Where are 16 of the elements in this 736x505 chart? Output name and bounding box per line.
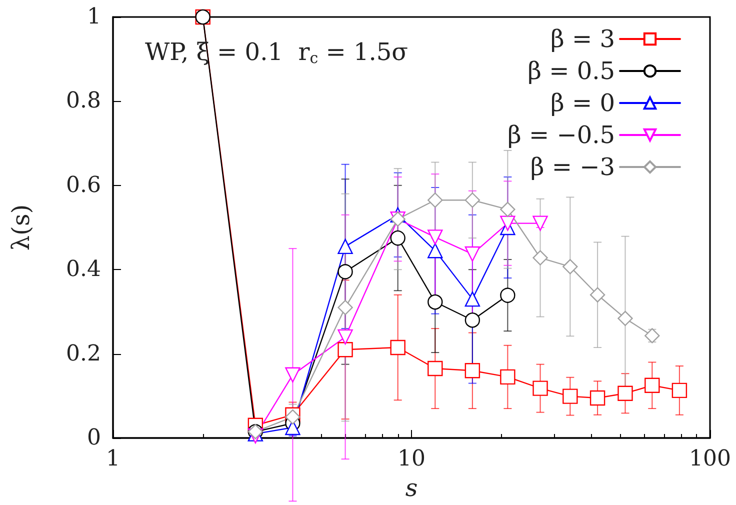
y-tick-label: 0.2 [66,341,101,366]
x-tick-label: 100 [689,446,731,472]
legend-label: β = 0.5 [528,57,615,85]
y-tick-label: 0.6 [66,172,101,198]
legend-label: β = −3 [530,153,615,181]
y-tick-label: 0 [87,426,101,450]
legend-label: β = −0.5 [507,121,615,149]
y-tick-label: 0.4 [66,257,101,282]
x-axis-title: s [405,474,418,502]
y-tick-label: 0.8 [66,88,101,114]
y-tick-label: 1 [87,4,101,30]
x-tick-label: 10 [398,446,426,472]
legend-label: β = 0 [550,89,615,117]
y-axis-title: λ(s) [7,204,35,251]
legend-label: β = 3 [550,25,615,53]
x-tick-label: 1 [106,446,120,472]
